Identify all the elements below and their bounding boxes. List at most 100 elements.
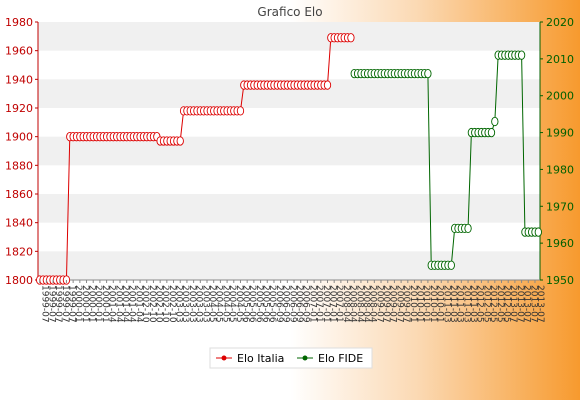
- data-point: [347, 33, 355, 43]
- data-point: [464, 223, 472, 234]
- legend-marker-italia: [221, 355, 227, 361]
- x-tick-label: 2007-01: [314, 285, 324, 323]
- x-tick-label: 2006-09: [301, 285, 311, 323]
- x-tick-label: 2000-01: [100, 285, 110, 323]
- x-tick-label: 2002-10: [147, 285, 157, 323]
- data-point: [176, 136, 184, 146]
- x-tick-label: 2012-05: [475, 285, 485, 323]
- x-tick-label: 2009-07: [388, 285, 398, 323]
- x-tick-label: 2010-01: [421, 285, 431, 323]
- x-tick-label: 2004-05: [234, 285, 244, 323]
- x-tick-label: 2011-03: [455, 285, 465, 323]
- x-tick-label: 2008-04: [354, 285, 364, 323]
- x-tick-label: 2008-04: [368, 285, 378, 323]
- x-tick-label: 2010-01: [435, 285, 445, 323]
- x-tick-label: 2000-01: [73, 285, 83, 323]
- x-tick-label: 2012-05: [495, 285, 505, 323]
- x-tick-label: 1999-07: [53, 285, 63, 323]
- x-tick-label: 2009-07: [381, 285, 391, 323]
- series-elo-fide: [350, 50, 542, 270]
- y-left-tick-label: 1880: [5, 159, 33, 172]
- x-tick-label: 2013-07: [522, 285, 532, 323]
- x-tick-label: 2000-01: [93, 285, 103, 323]
- x-tick-label: 2003-03: [180, 285, 190, 323]
- legend-label-fide: Elo FIDE: [318, 352, 363, 365]
- x-tick-label: 2013-07: [515, 285, 525, 323]
- x-tick-label: 2013-07: [508, 285, 518, 323]
- data-point: [236, 106, 245, 116]
- x-tick-label: 2011-03: [461, 285, 471, 323]
- plot-band: [38, 194, 540, 223]
- y-left-tick-label: 1980: [5, 16, 33, 29]
- x-tick-label: 2001-04: [120, 285, 130, 323]
- y-left-tick-label: 1920: [5, 102, 33, 115]
- x-tick-label: 2011-03: [441, 285, 451, 323]
- x-tick-label: 1999-07: [40, 285, 50, 323]
- x-tick-label: 1999-07: [46, 285, 56, 323]
- x-tick-label: 2005-06: [247, 285, 257, 323]
- x-tick-label: 2000-01: [87, 285, 97, 323]
- x-tick-label: 2001-04: [107, 285, 117, 323]
- x-tick-label: 2012-05: [488, 285, 498, 323]
- x-tick-label: 2001-04: [113, 285, 123, 323]
- x-tick-label: 1999-07: [66, 285, 76, 323]
- x-tick-label: 2013-07: [535, 285, 545, 323]
- data-point: [424, 68, 432, 79]
- y-right-tick-label: 2020: [546, 16, 574, 29]
- data-point: [487, 127, 496, 138]
- x-tick-label: 2009-07: [394, 285, 404, 323]
- y-right-tick-label: 1970: [546, 200, 574, 213]
- y-right-tick-label: 2010: [546, 53, 574, 66]
- x-tick-label: 2011-03: [468, 285, 478, 323]
- x-tick-label: 2010-01: [415, 285, 425, 323]
- y-left-tick-label: 1860: [5, 188, 33, 201]
- series-elo-italia: [36, 33, 355, 285]
- x-tick-label: 2007-01: [307, 285, 317, 323]
- y-left-tick-label: 1900: [5, 131, 33, 144]
- x-tick-label: 2003-03: [174, 285, 184, 323]
- chart-title: Grafico Elo: [257, 5, 322, 19]
- y-right-tick-label: 1980: [546, 163, 574, 176]
- data-point: [491, 116, 499, 127]
- axes: 1800 1820 1840 1860 1880 1900 1920 1940 1960 1980…: [5, 16, 574, 287]
- x-tick-label: 2008-04: [361, 285, 371, 323]
- x-tick-label: 2005-06: [261, 285, 271, 323]
- x-tick-label: 2011-03: [448, 285, 458, 323]
- y-left-tick-label: 1800: [5, 274, 33, 287]
- legend-box: [209, 347, 373, 369]
- x-tick-label: 2012-05: [481, 285, 491, 323]
- x-tick-label: 2002-10: [167, 285, 177, 323]
- x-tick-label: 2004-05: [214, 285, 224, 323]
- x-tick-label: 2009-07: [374, 285, 384, 323]
- x-tick-label: 2002-10: [140, 285, 150, 323]
- x-tick-label: 1999-07: [60, 285, 70, 323]
- x-tick-label: 2013-07: [528, 285, 538, 323]
- x-tick-label: 2005-06: [267, 285, 277, 323]
- data-point: [534, 227, 542, 237]
- x-tick-label: 2010-01: [428, 285, 438, 323]
- x-tick-label: 2010-01: [408, 285, 418, 323]
- x-tick-label: 2003-03: [194, 285, 204, 323]
- x-tick-label: 2007-01: [334, 285, 344, 323]
- y-right-tick-label: 1950: [546, 274, 574, 287]
- x-tick-label: 2003-03: [200, 285, 210, 323]
- x-tick-label: 2002-10: [153, 285, 163, 323]
- plot-band: [38, 22, 540, 51]
- x-tick-label: 2006-09: [287, 285, 297, 323]
- x-tick-label: 2004-05: [227, 285, 237, 323]
- plot-band: [38, 251, 540, 280]
- x-tick-label: 2008-04: [348, 285, 358, 323]
- x-tick-label: 2005-06: [240, 285, 250, 323]
- x-tick-label: 2005-06: [254, 285, 264, 323]
- y-right-tick-label: 1960: [546, 237, 574, 250]
- x-tick-label: 2007-01: [327, 285, 337, 323]
- x-tick-label: 2004-05: [220, 285, 230, 323]
- y-right-tick-label: 2000: [546, 90, 574, 103]
- x-tick-label: 2006-09: [294, 285, 304, 323]
- plot-bands: [38, 22, 540, 280]
- data-point: [447, 260, 455, 270]
- data-point: [323, 80, 332, 90]
- x-tick-label: 2009-07: [401, 285, 411, 323]
